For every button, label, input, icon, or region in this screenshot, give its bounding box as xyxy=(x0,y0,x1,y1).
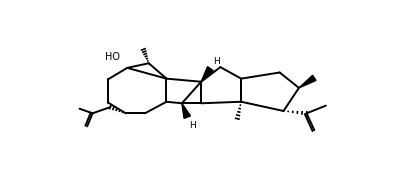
Polygon shape xyxy=(182,103,190,118)
Text: H: H xyxy=(213,56,220,66)
Text: HO: HO xyxy=(105,53,120,62)
Polygon shape xyxy=(201,67,213,82)
Text: H: H xyxy=(189,121,196,130)
Polygon shape xyxy=(299,75,316,88)
